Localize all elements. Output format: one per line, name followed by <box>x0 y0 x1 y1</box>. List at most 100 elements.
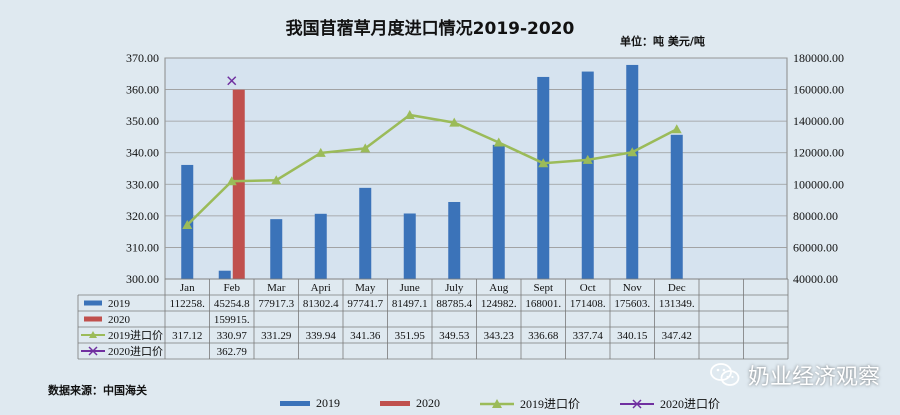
table-cell-value: 171408. <box>570 298 606 310</box>
legend-item-2020-price: 2020进口价 <box>620 395 720 412</box>
point-2019-price <box>271 175 282 185</box>
table-cell-value: 81497.1 <box>392 298 428 310</box>
table-series-name: 2019进口价 <box>108 329 163 342</box>
table-cell-value: 45254.8 <box>214 298 250 310</box>
right-axis-tick-label: 40000.00 <box>793 272 838 286</box>
table-cell-value: 88785.4 <box>436 298 472 310</box>
bar-2019 <box>537 76 550 279</box>
category-label: Aug <box>489 282 508 294</box>
bar-2019 <box>670 134 683 279</box>
right-axis-tick-label: 160000.00 <box>793 83 844 97</box>
legend: 2019 2020 2019进口价 2020进口价 <box>280 395 720 412</box>
table-key-bar <box>84 300 102 306</box>
bar-2019 <box>403 213 416 279</box>
left-axis-tick-label: 310.00 <box>126 240 159 254</box>
table-cell-value: 330.97 <box>217 330 248 342</box>
point-2019-price <box>671 124 682 134</box>
table-key-marker <box>89 331 97 338</box>
legend-label: 2019进口价 <box>520 397 581 411</box>
table-cell-value: 336.68 <box>528 330 559 342</box>
table-cell-value: 339.94 <box>306 330 337 342</box>
table-cell-value: 347.42 <box>662 330 692 342</box>
table-cell-value: 131349. <box>659 298 695 310</box>
table-key-marker <box>88 346 98 356</box>
category-label: Feb <box>224 282 241 294</box>
legend-line-marker-icon <box>480 398 514 408</box>
point-2019-price <box>404 109 415 119</box>
table-cell-value: 317.12 <box>172 330 202 342</box>
point-2019-price <box>449 117 460 127</box>
point-2019-price <box>315 147 326 157</box>
table-cell-value: 337.74 <box>573 330 604 342</box>
table-cell-value: 168001. <box>525 298 561 310</box>
left-axis-tick-label: 360.00 <box>126 83 159 97</box>
category-label: May <box>355 282 376 294</box>
bar-2019 <box>359 187 372 279</box>
bar-2019 <box>492 144 505 279</box>
legend-item-2020: 2020 <box>380 395 440 412</box>
legend-label: 2019 <box>316 396 340 410</box>
table-cell-value: 340.15 <box>617 330 648 342</box>
legend-x-marker-icon <box>620 398 655 409</box>
line-2019-price <box>186 113 678 226</box>
right-axis-tick-label: 100000.00 <box>793 177 844 191</box>
watermark-text: 奶业经济观察 <box>748 365 881 390</box>
category-label: July <box>445 282 464 294</box>
bar-2019 <box>218 270 231 279</box>
point-2019-price <box>360 143 371 153</box>
point-2019-price <box>627 147 638 157</box>
category-label: Dec <box>668 282 686 294</box>
table-cell-value: 81302.4 <box>303 298 339 310</box>
legend-swatch-2020 <box>380 401 410 406</box>
left-axis-tick-label: 370.00 <box>126 51 159 65</box>
point-2019-price <box>493 137 504 147</box>
bar-2019 <box>270 219 283 279</box>
right-axis-tick-label: 120000.00 <box>793 146 844 160</box>
table-cell-value: 175603. <box>614 298 650 310</box>
legend-item-2019: 2019 <box>280 395 340 412</box>
source-label: 数据来源：中国海关 <box>48 384 147 397</box>
point-2019-price <box>226 176 237 186</box>
left-axis-tick-label: 300.00 <box>126 272 159 286</box>
category-label: Nov <box>623 282 642 294</box>
table-cell-value: 331.29 <box>261 330 292 342</box>
left-axis-tick-label: 350.00 <box>126 114 159 128</box>
plot-area <box>164 57 788 280</box>
right-axis-tick-label: 60000.00 <box>793 240 838 254</box>
watermark: 奶业经济观察 <box>710 360 880 390</box>
legend-label: 2020 <box>416 396 440 410</box>
left-axis-tick-label: 320.00 <box>126 209 159 223</box>
unit-label: 单位：吨 美元/吨 <box>620 35 705 48</box>
point-2020-price <box>227 76 237 86</box>
table-series-name: 2019 <box>108 298 131 310</box>
table-cell-value: 112258. <box>170 298 206 310</box>
right-axis-tick-label: 80000.00 <box>793 209 838 223</box>
bar-2019 <box>448 201 461 279</box>
table-cell-value: 362.79 <box>217 346 248 358</box>
point-2019-price <box>538 158 549 168</box>
point-2019-price <box>182 219 193 229</box>
table-cell-value: 159915. <box>214 314 250 326</box>
table-cell-value: 341.36 <box>350 330 381 342</box>
table-cell-value: 351.95 <box>395 330 426 342</box>
wechat-icon <box>710 363 740 386</box>
table-cell-value: 77917.3 <box>258 298 294 310</box>
table-cell-value: 343.23 <box>484 330 515 342</box>
point-2019-price <box>582 154 593 164</box>
left-axis-tick-label: 340.00 <box>126 146 159 160</box>
left-axis-tick-label: 330.00 <box>126 177 159 191</box>
legend-label: 2020进口价 <box>660 397 721 411</box>
right-axis-tick-label: 180000.00 <box>793 51 844 65</box>
legend-swatch-2019 <box>280 401 310 406</box>
table-cell-value: 97741.7 <box>347 298 383 310</box>
bar-2019 <box>314 213 327 279</box>
bar-2019 <box>581 71 594 280</box>
category-label: Mar <box>267 282 286 294</box>
category-label: Apri <box>311 282 331 294</box>
legend-item-2019-price: 2019进口价 <box>480 395 580 412</box>
bar-2020 <box>232 89 245 280</box>
table-cell-value: 349.53 <box>439 330 470 342</box>
category-label: June <box>400 282 420 294</box>
